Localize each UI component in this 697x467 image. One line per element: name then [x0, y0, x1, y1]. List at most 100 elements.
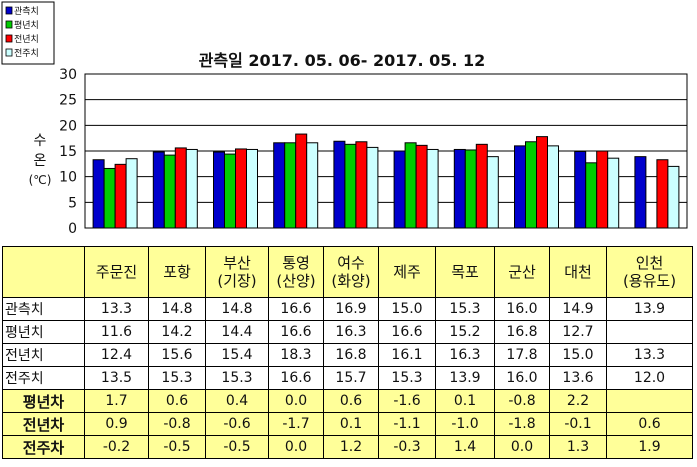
table-cell: -1.6 — [378, 389, 436, 413]
table-row: 전주차 -0.2 -0.5 -0.5 0.0 1.2 -0.3 1.4 0.0 1.3 1.9 — [2, 435, 693, 459]
bar — [607, 157, 620, 229]
bar — [103, 167, 116, 229]
table-header-cell: 포항 — [148, 246, 206, 298]
table-cell: 16.6 — [268, 366, 324, 390]
table-cell: 12.4 — [84, 343, 149, 367]
table-cell: 0.0 — [268, 435, 324, 459]
table-cell: 14.2 — [148, 320, 206, 344]
table-cell: 1.3 — [549, 435, 607, 459]
bar — [366, 146, 379, 229]
table-cell: 12.0 — [606, 366, 693, 390]
bar — [536, 136, 548, 229]
table-cell: 15.3 — [205, 366, 269, 390]
row-label: 전년차 — [2, 412, 85, 436]
table-cell: 15.6 — [148, 343, 206, 367]
bar — [415, 144, 428, 229]
table-cell: 0.0 — [268, 389, 324, 413]
bar — [393, 150, 406, 229]
bar — [585, 162, 598, 229]
table-cell: 16.6 — [268, 297, 324, 321]
y-axis-label-line: (℃) — [29, 173, 52, 187]
y-axis-label-line: 수 — [34, 133, 47, 149]
table-cell: 15.0 — [378, 297, 436, 321]
table-cell: -0.5 — [148, 435, 206, 459]
row-label: 전주치 — [2, 366, 85, 390]
table-cell: 15.3 — [378, 366, 436, 390]
bar — [114, 163, 127, 229]
table-cell: 0.1 — [435, 389, 495, 413]
y-tick-label: 0 — [68, 221, 77, 237]
bar — [596, 150, 609, 229]
table-cell: 16.0 — [494, 366, 550, 390]
bar — [574, 151, 587, 229]
table-cell: 16.3 — [435, 343, 495, 367]
table-row: 전년치 12.4 15.6 15.4 18.3 16.8 16.1 16.3 17.8 15.0 1… — [2, 343, 693, 367]
bar — [464, 149, 477, 229]
table-cell: 13.9 — [606, 297, 693, 321]
table-cell: 15.0 — [549, 343, 607, 367]
row-label: 평년차 — [2, 389, 85, 413]
bar — [152, 151, 165, 229]
table-cell: -0.3 — [378, 435, 436, 459]
y-tick-label: 15 — [59, 144, 77, 160]
row-label: 전년치 — [2, 343, 85, 367]
table-cell: 13.3 — [84, 297, 149, 321]
table-cell — [606, 320, 693, 344]
table-cell: 16.9 — [323, 297, 379, 321]
row-label: 전주차 — [2, 435, 85, 459]
table-cell: 0.4 — [205, 389, 269, 413]
bar — [163, 154, 176, 229]
table-cell: 11.6 — [84, 320, 149, 344]
table-cell: 14.4 — [205, 320, 269, 344]
bar — [475, 143, 488, 229]
table-cell: 1.7 — [84, 389, 149, 413]
table-header-cell: 군산 — [494, 246, 550, 298]
y-axis-label-line: 온 — [34, 153, 47, 169]
y-tick-labels: 0 5 10 15 20 25 30 — [59, 67, 77, 237]
y-tick-label: 5 — [68, 195, 77, 211]
table-row: 평년치 11.6 14.2 14.4 16.6 16.3 16.6 15.2 16.8 12.7 — [2, 320, 693, 344]
bar — [486, 156, 499, 229]
table-cell: 14.9 — [549, 297, 607, 321]
table-cell: 16.1 — [378, 343, 436, 367]
bar — [634, 156, 647, 229]
table-cell: -0.5 — [205, 435, 269, 459]
row-label: 평년치 — [2, 320, 85, 344]
bar — [273, 142, 286, 229]
bar — [426, 148, 439, 229]
bar — [306, 142, 319, 229]
bar — [514, 145, 526, 229]
table-corner-cell — [2, 246, 85, 298]
table-cell: 13.6 — [549, 366, 607, 390]
legend-label: 평년치 — [14, 19, 39, 31]
table-cell — [606, 389, 693, 413]
bar — [525, 141, 537, 229]
bar — [656, 159, 669, 229]
table-cell: 14.8 — [148, 297, 206, 321]
table-cell: 13.5 — [84, 366, 149, 390]
table-cell: -0.8 — [148, 412, 206, 436]
bar — [125, 158, 138, 229]
table-cell: -1.8 — [494, 412, 550, 436]
table-header-cell: 대천 — [549, 246, 607, 298]
table-cell: 0.6 — [148, 389, 206, 413]
table-cell: 15.3 — [148, 366, 206, 390]
table-cell: -0.8 — [494, 389, 550, 413]
bar — [344, 143, 357, 229]
table-cell: -1.1 — [378, 412, 436, 436]
bar — [667, 165, 680, 229]
bar — [246, 148, 258, 229]
table-header-cell: 여수 (화양) — [323, 246, 379, 298]
bar — [355, 141, 368, 229]
bar-chart: 0 5 10 15 20 25 30 관측일 2017. 05. 06- 2017. 05.… — [1, 1, 688, 237]
row-label: 관측치 — [2, 297, 85, 321]
table-header-cell: 목포 — [435, 246, 495, 298]
table-cell: -0.6 — [205, 412, 269, 436]
table-cell: -0.1 — [549, 412, 607, 436]
table-cell: 16.8 — [494, 320, 550, 344]
table-cell: 1.4 — [435, 435, 495, 459]
table-cell: 15.4 — [205, 343, 269, 367]
bar — [295, 133, 308, 229]
table-cell: 1.9 — [606, 435, 693, 459]
